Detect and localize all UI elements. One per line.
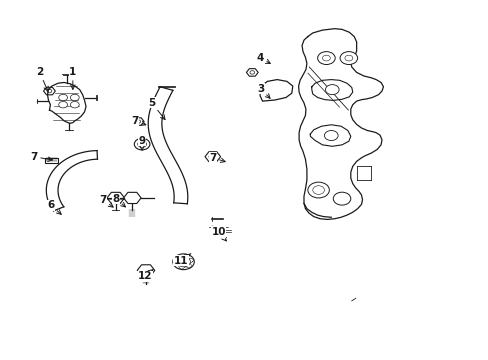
Polygon shape	[43, 87, 55, 95]
Circle shape	[47, 89, 52, 93]
Text: 7: 7	[209, 153, 225, 163]
Text: 7: 7	[30, 152, 52, 162]
Text: 12: 12	[138, 270, 153, 281]
Circle shape	[70, 94, 79, 101]
Text: 7: 7	[99, 195, 113, 207]
Text: 5: 5	[148, 98, 165, 120]
Polygon shape	[107, 192, 124, 203]
Text: 2: 2	[36, 67, 48, 91]
Polygon shape	[148, 87, 187, 204]
Circle shape	[136, 120, 140, 123]
Circle shape	[317, 51, 334, 64]
Circle shape	[208, 154, 216, 159]
Circle shape	[138, 141, 146, 147]
Polygon shape	[260, 80, 292, 101]
Text: 7: 7	[131, 116, 145, 126]
Circle shape	[59, 94, 67, 101]
Circle shape	[172, 254, 194, 270]
Polygon shape	[46, 150, 97, 211]
Circle shape	[176, 257, 190, 267]
Bar	[44, 158, 58, 163]
Circle shape	[307, 182, 329, 198]
Circle shape	[134, 138, 150, 150]
Circle shape	[312, 186, 324, 194]
Circle shape	[332, 192, 350, 205]
Text: 8: 8	[112, 194, 125, 207]
Circle shape	[279, 89, 283, 92]
Polygon shape	[123, 192, 141, 203]
Text: 1: 1	[69, 67, 76, 89]
Text: 11: 11	[174, 253, 190, 266]
Text: 9: 9	[138, 136, 145, 150]
Circle shape	[276, 87, 285, 94]
Circle shape	[266, 87, 275, 94]
Circle shape	[70, 102, 79, 108]
Circle shape	[269, 89, 273, 92]
Text: 3: 3	[256, 84, 269, 98]
Polygon shape	[204, 152, 220, 162]
Polygon shape	[137, 265, 155, 276]
Circle shape	[322, 55, 330, 61]
Polygon shape	[246, 69, 258, 76]
Circle shape	[344, 55, 352, 61]
Circle shape	[339, 51, 357, 64]
Text: 10: 10	[211, 227, 226, 241]
Circle shape	[324, 131, 337, 140]
Circle shape	[325, 85, 338, 95]
Circle shape	[249, 71, 254, 74]
Text: 4: 4	[256, 53, 270, 63]
Circle shape	[59, 102, 67, 108]
Polygon shape	[132, 118, 144, 125]
Circle shape	[272, 81, 280, 87]
Text: 6: 6	[47, 200, 61, 214]
Circle shape	[274, 83, 277, 85]
